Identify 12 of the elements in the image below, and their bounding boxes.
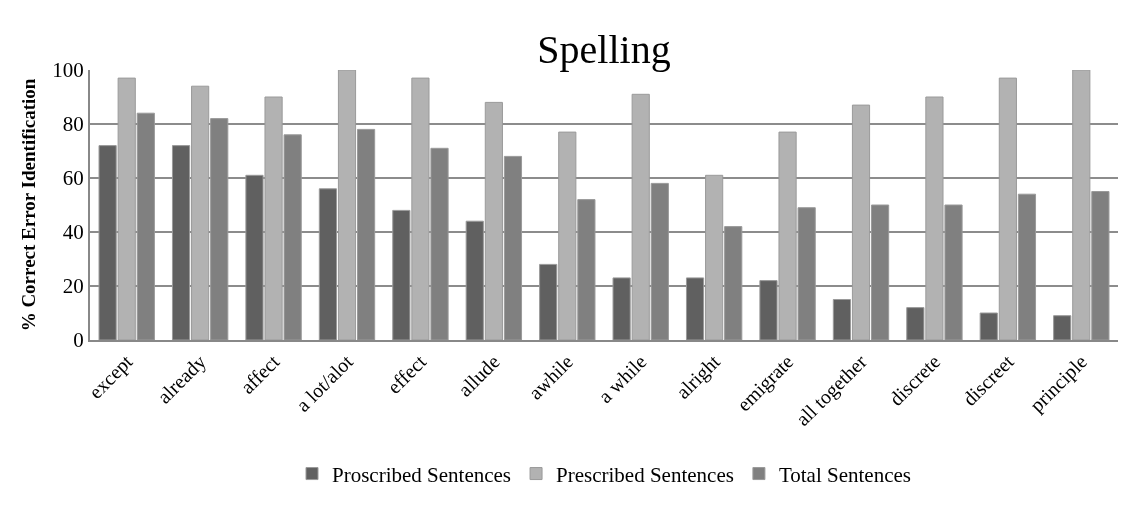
y-tick-label: 100 xyxy=(52,58,84,83)
y-tick-label: 20 xyxy=(62,274,84,299)
legend-label: Proscribed Sentences xyxy=(332,462,512,487)
y-tick-label: 0 xyxy=(73,328,84,353)
y-tick-label: 60 xyxy=(62,166,84,191)
legend-label: Total Sentences xyxy=(778,462,911,487)
y-tick-label: 80 xyxy=(62,112,84,137)
chart-title: Spelling xyxy=(537,27,671,73)
y-tick-label: 40 xyxy=(62,220,84,245)
y-axis-title: % Correct Error Identification xyxy=(17,78,39,332)
legend-label: Prescribed Sentences xyxy=(556,462,734,487)
x-tick-label: a while xyxy=(593,350,651,408)
